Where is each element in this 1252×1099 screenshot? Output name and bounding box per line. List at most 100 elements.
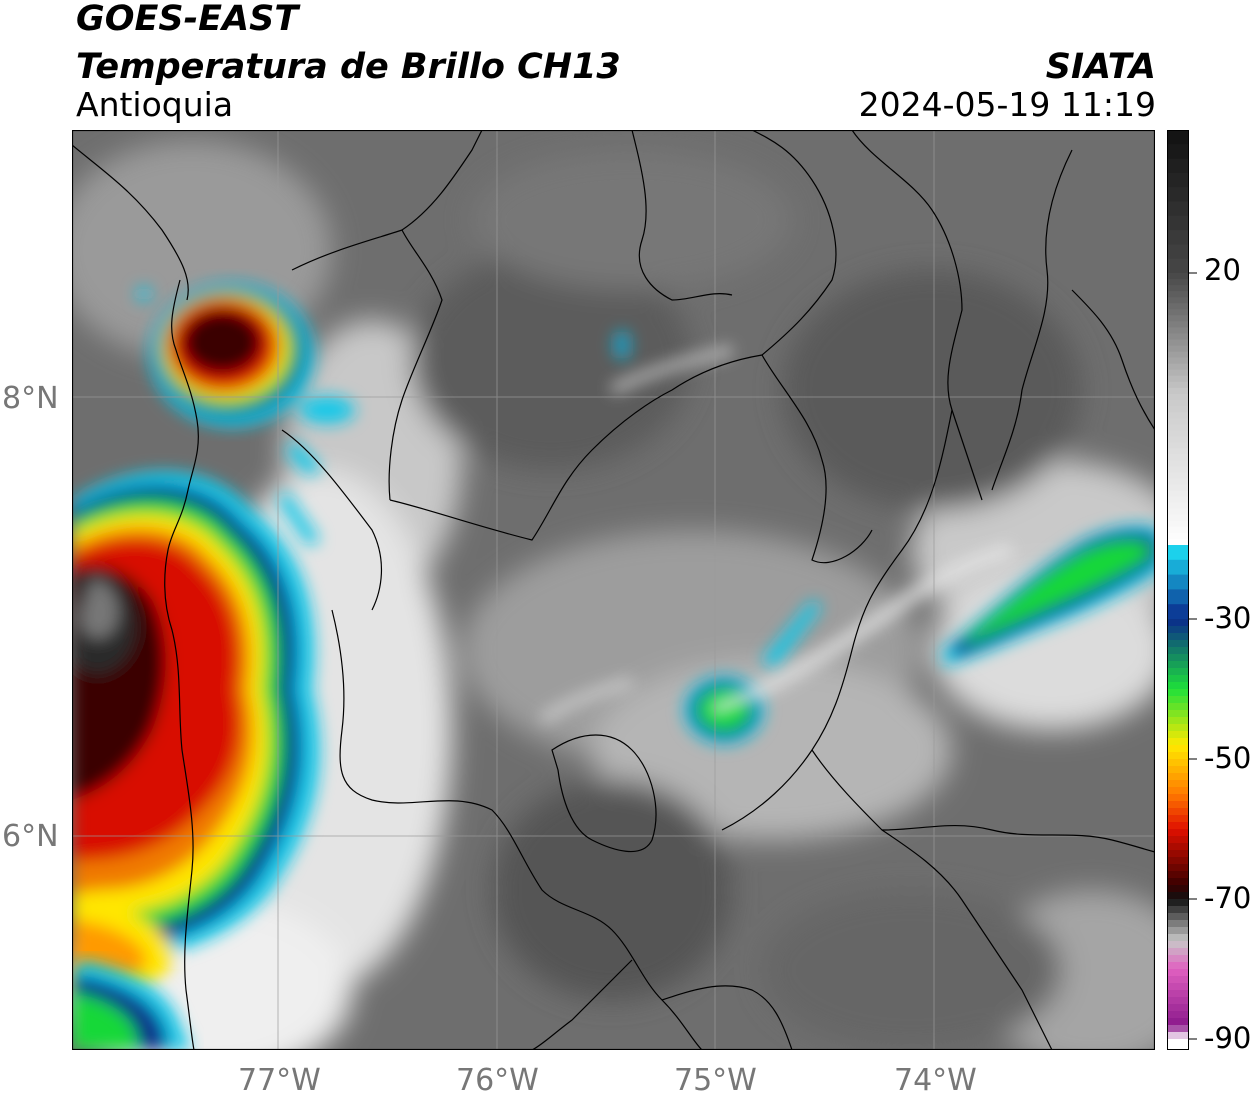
lat-label-6n: 6°N [2, 819, 59, 854]
colorbar-band [1167, 448, 1189, 455]
colorbar-band [1167, 339, 1189, 347]
colorbar-band [1167, 619, 1189, 627]
colorbar-band [1167, 363, 1189, 371]
colorbar-band [1167, 878, 1189, 886]
colorbar-label-minus70: -70 [1204, 881, 1252, 915]
temperature-colorbar [1167, 130, 1197, 1051]
colorbar-band [1167, 906, 1189, 914]
colorbar-band [1167, 871, 1189, 879]
colorbar-band [1167, 187, 1189, 203]
storm-west [72, 471, 320, 992]
colorbar-band [1167, 1004, 1189, 1012]
colorbar-band [1167, 393, 1189, 401]
colorbar-band [1167, 717, 1189, 725]
colorbar-band [1167, 822, 1189, 830]
colorbar-band [1167, 626, 1189, 634]
colorbar-band [1167, 899, 1189, 907]
colorbar-band [1167, 962, 1189, 970]
colorbar-band [1167, 1018, 1189, 1026]
colorbar-band [1167, 808, 1189, 816]
colorbar-band [1167, 273, 1189, 280]
colorbar-band [1167, 381, 1189, 389]
datetime-label: 2024-05-19 11:19 [858, 85, 1156, 124]
colorbar-band [1167, 454, 1189, 461]
colorbar-band [1167, 955, 1189, 963]
colorbar-band [1167, 604, 1189, 620]
colorbar-band [1167, 130, 1189, 145]
colorbar-band [1167, 144, 1189, 160]
colorbar-label-minus30: -30 [1204, 601, 1252, 635]
colorbar-band [1167, 668, 1189, 676]
colorbar-band [1167, 857, 1189, 865]
cyan-streaks-northwest [137, 287, 322, 546]
colorbar-band [1167, 466, 1189, 474]
colorbar-band [1167, 315, 1189, 322]
colorbar-band [1167, 689, 1189, 697]
colorbar-band [1167, 279, 1189, 286]
colorbar-band [1167, 1032, 1189, 1040]
colorbar-band [1167, 920, 1189, 928]
satellite-title: GOES-EAST [76, 0, 299, 39]
colorbar-band [1167, 442, 1189, 449]
agency-label: SIATA [1045, 47, 1156, 87]
colorbar-band [1167, 850, 1189, 858]
colorbar-band [1167, 327, 1189, 335]
colorbar-band [1167, 490, 1189, 498]
region-label: Antioquia [76, 85, 234, 124]
colorbar-band [1167, 829, 1189, 837]
colorbar-band [1167, 399, 1189, 407]
colorbar-band [1167, 412, 1189, 419]
colorbar-band [1167, 815, 1189, 823]
colorbar-band [1167, 258, 1189, 274]
colorbar-band [1167, 574, 1189, 590]
colorbar-band [1167, 345, 1189, 353]
colorbar-band [1167, 424, 1189, 431]
colorbar-band [1167, 158, 1189, 174]
colorbar-band [1167, 436, 1189, 443]
colorbar-band [1167, 1044, 1189, 1051]
colorbar-band [1167, 801, 1189, 809]
colorbar-band [1167, 773, 1189, 781]
lat-label-8n: 8°N [2, 381, 59, 416]
colorbar-band [1167, 976, 1189, 984]
colorbar-band [1167, 766, 1189, 774]
colorbar-band [1167, 1039, 1189, 1046]
colorbar-band [1167, 759, 1189, 767]
storm-east [942, 524, 1155, 666]
colorbar-band [1167, 752, 1189, 760]
colorbar-band [1167, 934, 1189, 942]
colorbar-band [1167, 1025, 1189, 1033]
colorbar-band [1167, 285, 1189, 292]
colorbar-band [1167, 244, 1189, 260]
colorbar-band [1167, 545, 1189, 561]
lon-label-74w: 74°W [894, 1063, 977, 1098]
colorbar-label-minus90: -90 [1204, 1021, 1252, 1055]
map-frame [72, 130, 1155, 1050]
colorbar-band [1167, 333, 1189, 341]
gray-cloud-texture [72, 140, 1155, 1050]
colorbar-band [1167, 948, 1189, 956]
colorbar-band [1167, 460, 1189, 468]
colorbar-band [1167, 430, 1189, 437]
colorbar-band [1167, 787, 1189, 795]
colorbar-band [1167, 496, 1189, 504]
colorbar-band [1167, 654, 1189, 662]
colorbar-band [1167, 291, 1189, 298]
lon-label-76w: 76°W [456, 1063, 539, 1098]
colorbar-band [1167, 484, 1189, 492]
colorbar-band [1167, 969, 1189, 977]
colorbar-label-20: 20 [1204, 253, 1241, 287]
colorbar-band [1167, 1011, 1189, 1019]
colorbar-band [1167, 303, 1189, 310]
colorbar-band [1167, 941, 1189, 949]
product-title: Temperatura de Brillo CH13 [76, 47, 621, 87]
colorbar-frame [1167, 130, 1189, 1050]
colorbar-band [1167, 387, 1189, 395]
colorbar-band [1167, 172, 1189, 188]
colorbar-band [1167, 997, 1189, 1005]
colorbar-band [1167, 369, 1189, 377]
colorbar-band [1167, 633, 1189, 641]
colorbar-band [1167, 913, 1189, 921]
colorbar-band [1167, 864, 1189, 872]
colorbar-band [1167, 520, 1189, 528]
